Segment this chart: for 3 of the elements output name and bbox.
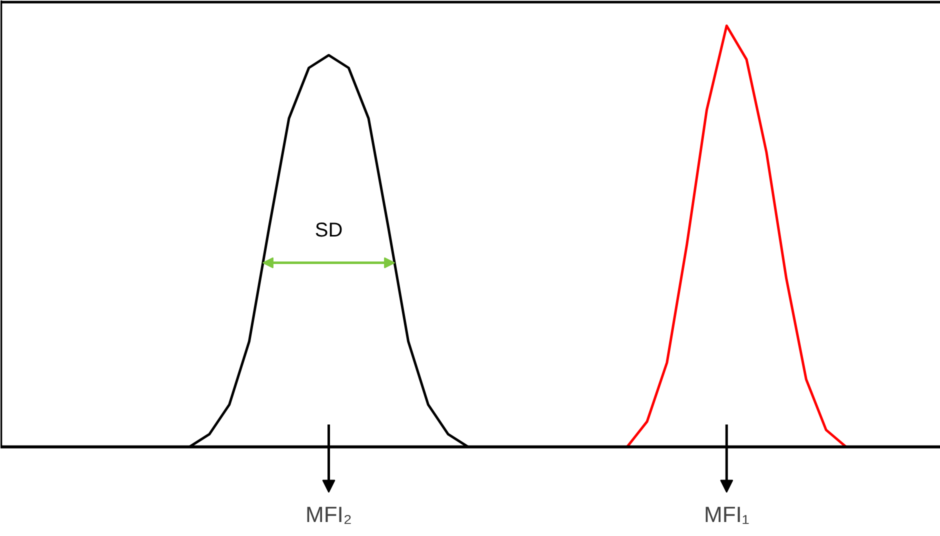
text: MFI₂ xyxy=(306,502,352,527)
text: MFI₁ xyxy=(704,502,750,527)
annotation: SD xyxy=(314,220,343,242)
